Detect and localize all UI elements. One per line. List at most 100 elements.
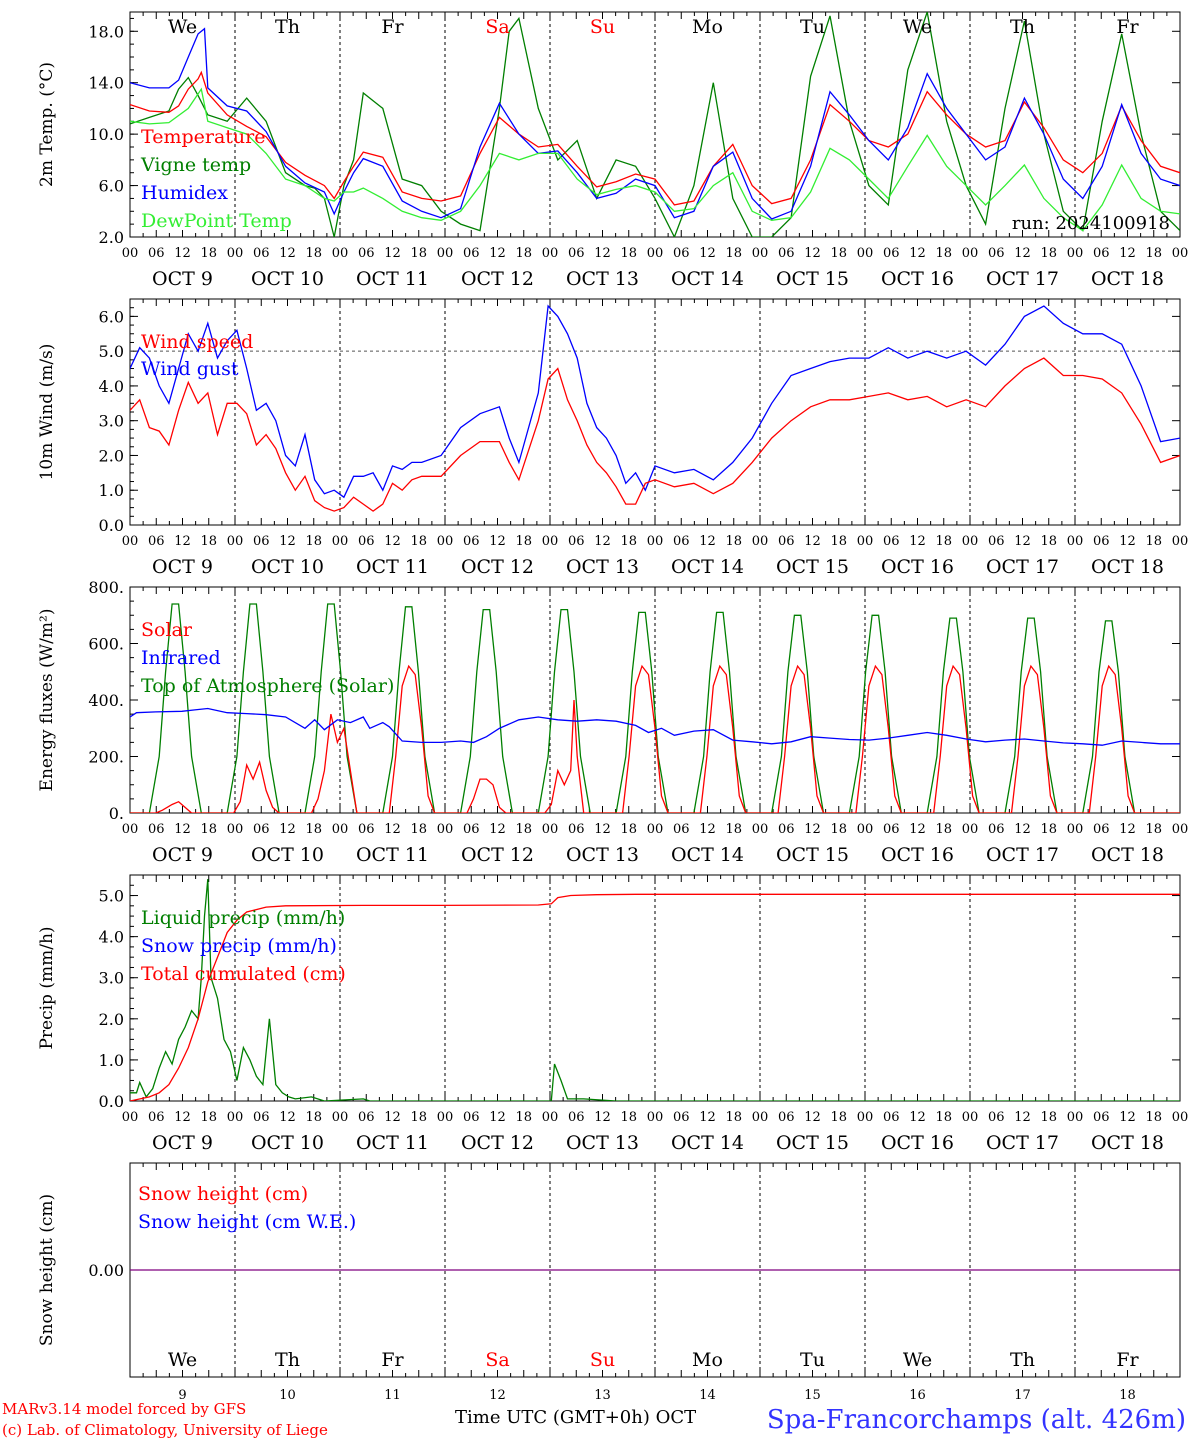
- weekday-label: We: [903, 16, 932, 38]
- hour-tick-label: 00: [437, 1110, 454, 1125]
- hour-tick-label: 00: [1172, 1110, 1189, 1125]
- hour-tick-label: 12: [384, 1110, 401, 1125]
- hour-tick-label: 06: [148, 246, 165, 261]
- hour-tick-label: 06: [253, 246, 270, 261]
- hour-tick-label: 12: [909, 822, 926, 837]
- hour-tick-label: 12: [1014, 822, 1031, 837]
- hour-tick-label: 00: [227, 1110, 244, 1125]
- hour-tick-label: 18: [515, 246, 532, 261]
- hour-tick-label: 12: [384, 822, 401, 837]
- legend-entry: Snow precip (mm/h): [141, 935, 337, 957]
- date-label: OCT 10: [251, 556, 324, 578]
- day-number-label: 16: [909, 1388, 926, 1403]
- y-tick-label: 4.0: [99, 377, 124, 396]
- weekday-label: Fr: [381, 1349, 404, 1371]
- hour-tick-label: 06: [463, 1110, 480, 1125]
- y-tick-label: 14.0: [88, 74, 124, 93]
- hour-tick-label: 18: [305, 822, 322, 837]
- hour-tick-label: 06: [673, 534, 690, 549]
- date-label: OCT 10: [251, 844, 324, 866]
- hour-tick-label: 06: [988, 534, 1005, 549]
- hour-tick-label: 12: [489, 246, 506, 261]
- hour-tick-label: 06: [568, 246, 585, 261]
- hour-tick-label: 12: [804, 1110, 821, 1125]
- hour-tick-label: 06: [148, 534, 165, 549]
- hour-tick-label: 00: [332, 534, 349, 549]
- hour-tick-label: 12: [174, 534, 191, 549]
- series-line-temperature-0: [130, 12, 1180, 237]
- date-label: OCT 10: [251, 268, 324, 290]
- hour-tick-label: 06: [1093, 1110, 1110, 1125]
- x-axis-title: Time UTC (GMT+0h) OCT: [455, 1407, 696, 1428]
- hour-tick-label: 18: [1040, 822, 1057, 837]
- date-label: OCT 16: [881, 556, 954, 578]
- hour-tick-label: 18: [410, 1110, 427, 1125]
- date-label: OCT 18: [1091, 1132, 1164, 1154]
- hour-tick-label: 06: [1093, 822, 1110, 837]
- hour-tick-label: 00: [1172, 822, 1189, 837]
- date-label: OCT 17: [986, 268, 1059, 290]
- hour-tick-label: 00: [752, 822, 769, 837]
- hour-tick-label: 18: [410, 822, 427, 837]
- hour-tick-label: 06: [463, 534, 480, 549]
- y-tick-label: 4.0: [99, 928, 124, 947]
- hour-tick-label: 18: [1145, 534, 1162, 549]
- hour-tick-label: 12: [279, 1110, 296, 1125]
- hour-tick-label: 00: [122, 1110, 139, 1125]
- hour-tick-label: 12: [804, 822, 821, 837]
- legend-entry: Wind gust: [141, 358, 239, 380]
- hour-tick-label: 06: [883, 822, 900, 837]
- panel-temperature: 2.0 6.0 10.0 14.0 18.0 2m Temp. (°C) Temperatu…: [37, 11, 1188, 290]
- y-tick-label: 1.0: [99, 481, 124, 500]
- date-label: OCT 16: [881, 844, 954, 866]
- hour-tick-label: 18: [1145, 1110, 1162, 1125]
- y-axis-label: 2m Temp. (°C): [37, 62, 57, 187]
- hour-tick-label: 00: [857, 534, 874, 549]
- day-number-label: 15: [804, 1388, 821, 1403]
- hour-tick-label: 06: [253, 1110, 270, 1125]
- date-label: OCT 18: [1091, 556, 1164, 578]
- hour-tick-label: 18: [830, 246, 847, 261]
- y-axis-label: 10m Wind (m/s): [37, 344, 57, 481]
- weekday-label: Th: [275, 16, 300, 38]
- y-tick-label: 0.: [109, 804, 124, 823]
- hour-tick-label: 00: [227, 246, 244, 261]
- date-label: OCT 9: [152, 1132, 213, 1154]
- legend-entry: Humidex: [141, 182, 228, 204]
- hour-tick-label: 06: [568, 534, 585, 549]
- legend-entry: Solar: [141, 619, 193, 641]
- panel-fluxes: 0. 200. 400. 600. 800. Energy fluxes (W/m²) So…: [37, 578, 1188, 866]
- date-label: OCT 16: [881, 268, 954, 290]
- hour-tick-label: 00: [857, 822, 874, 837]
- date-label: OCT 11: [356, 1132, 429, 1154]
- hour-tick-label: 06: [883, 1110, 900, 1125]
- hour-tick-label: 12: [384, 534, 401, 549]
- weekday-label: Th: [1010, 16, 1035, 38]
- date-label: OCT 14: [671, 268, 744, 290]
- date-label: OCT 18: [1091, 844, 1164, 866]
- series-line-fluxes-0: [130, 603, 1180, 813]
- hour-tick-label: 06: [778, 534, 795, 549]
- weekday-label: We: [168, 16, 197, 38]
- hour-tick-label: 12: [489, 1110, 506, 1125]
- hour-tick-label: 18: [200, 822, 217, 837]
- y-axis-label: Precip (mm/h): [37, 926, 57, 1049]
- hour-tick-label: 18: [935, 1110, 952, 1125]
- weekday-label: Sa: [485, 1349, 509, 1371]
- hour-tick-label: 18: [935, 534, 952, 549]
- hour-tick-label: 00: [122, 534, 139, 549]
- lab-credit-line: (c) Lab. of Climatology, University of L…: [2, 1421, 328, 1439]
- y-tick-label: 400.: [88, 691, 124, 710]
- hour-tick-label: 00: [227, 822, 244, 837]
- station-name: Spa-Francorchamps (alt. 426m): [767, 1405, 1186, 1435]
- hour-tick-label: 12: [699, 822, 716, 837]
- hour-tick-label: 12: [489, 822, 506, 837]
- hour-tick-label: 18: [410, 534, 427, 549]
- series-line-wind-1: [130, 357, 1180, 512]
- hour-tick-label: 12: [1014, 534, 1031, 549]
- date-label: OCT 13: [566, 844, 639, 866]
- hour-tick-label: 00: [752, 534, 769, 549]
- hour-tick-label: 06: [358, 1110, 375, 1125]
- hour-tick-label: 06: [1093, 246, 1110, 261]
- hour-tick-label: 00: [1067, 246, 1084, 261]
